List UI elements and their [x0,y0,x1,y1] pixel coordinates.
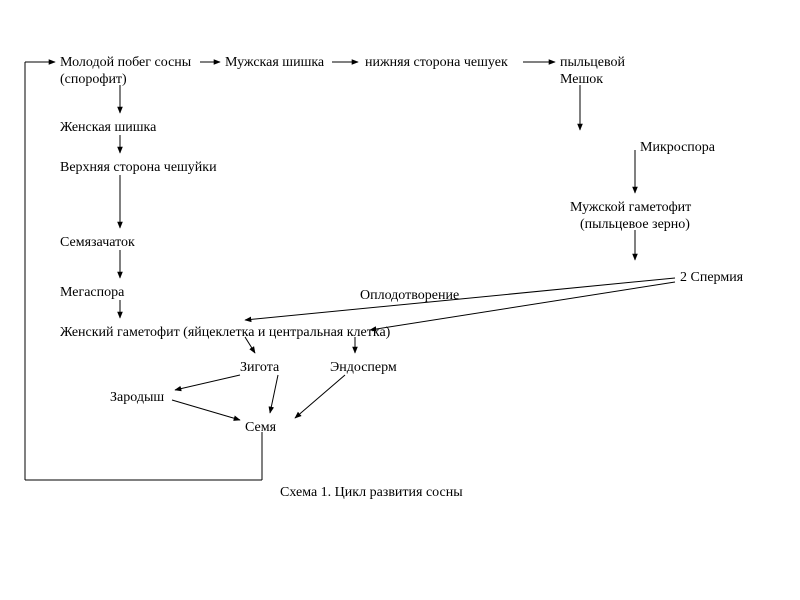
diagram-caption: Схема 1. Цикл развития сосны [280,485,463,501]
node-muzh_shishka: Мужская шишка [225,55,324,72]
node-muzh_gam2: (пыльцевое зерно) [580,217,690,234]
node-endosperm: Эндосперм [330,360,397,377]
node-verh: Верхняя сторона чешуйки [60,160,217,177]
node-oplod: Оплодотворение [360,288,459,305]
node-nizh: нижняя сторона чешуек [365,55,508,72]
node-pylc_meshok2: Мешок [560,72,603,89]
node-sporofit: (спорофит) [60,72,127,89]
node-zigota: Зигота [240,360,279,377]
node-semyaz: Семязачаток [60,235,135,252]
node-mikrospora: Микроспора [640,140,715,157]
node-molodoy: Молодой побег сосны [60,55,191,72]
node-semya: Семя [245,420,276,437]
node-spermia: 2 Спермия [680,270,743,287]
node-zhen_gam: Женский гаметофит (яйцеклетка и централь… [60,325,390,342]
node-zarodysh: Зародыш [110,390,164,407]
node-muzh_gam1: Мужской гаметофит [570,200,691,217]
node-pylc_meshok1: пыльцевой [560,55,625,72]
node-megaspora: Мегаспора [60,285,124,302]
node-zhen_shishka: Женская шишка [60,120,156,137]
